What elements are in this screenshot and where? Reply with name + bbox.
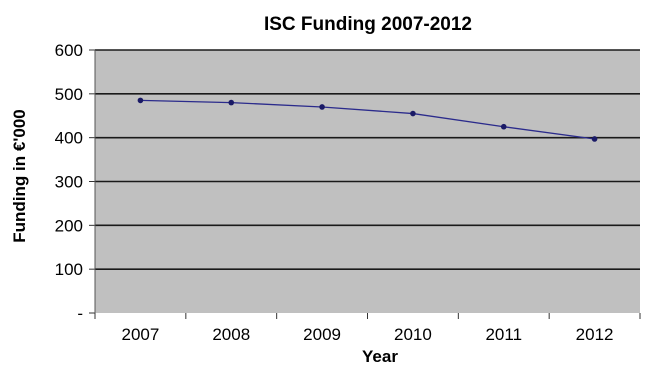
data-point: [500, 123, 507, 130]
x-axis-ticks: 2007 2008 2009 2010 2011 2012: [94, 313, 641, 344]
x-tick-label: 2011: [485, 325, 522, 344]
y-tick-label: -: [77, 304, 83, 323]
series-group: [137, 97, 598, 142]
gridlines: [95, 49, 640, 270]
data-point: [410, 110, 416, 117]
x-tick-label: 2008: [212, 325, 250, 344]
x-tick-label: 2009: [303, 325, 341, 344]
data-point: [228, 99, 235, 106]
y-tick-label: 500: [55, 85, 83, 104]
x-tick-label: 2012: [576, 325, 614, 344]
y-tick-label: 100: [55, 260, 83, 279]
x-tick-label: 2007: [122, 325, 160, 344]
data-point: [319, 104, 325, 110]
y-tick-label: 300: [55, 173, 83, 192]
y-tick-label: 600: [55, 41, 83, 60]
data-point: [137, 97, 144, 104]
chart-title: ISC Funding 2007-2012: [264, 14, 472, 35]
y-axis-ticks: - 100 200 300 400 500 600: [55, 41, 96, 323]
x-axis-title: Year: [362, 347, 398, 366]
x-tick-label: 2010: [394, 325, 432, 344]
y-axis-title: Funding in €'000: [10, 109, 29, 242]
data-point: [591, 136, 598, 142]
y-tick-label: 400: [55, 129, 83, 148]
series-line: [140, 99, 595, 140]
y-tick-label: 200: [55, 216, 83, 235]
